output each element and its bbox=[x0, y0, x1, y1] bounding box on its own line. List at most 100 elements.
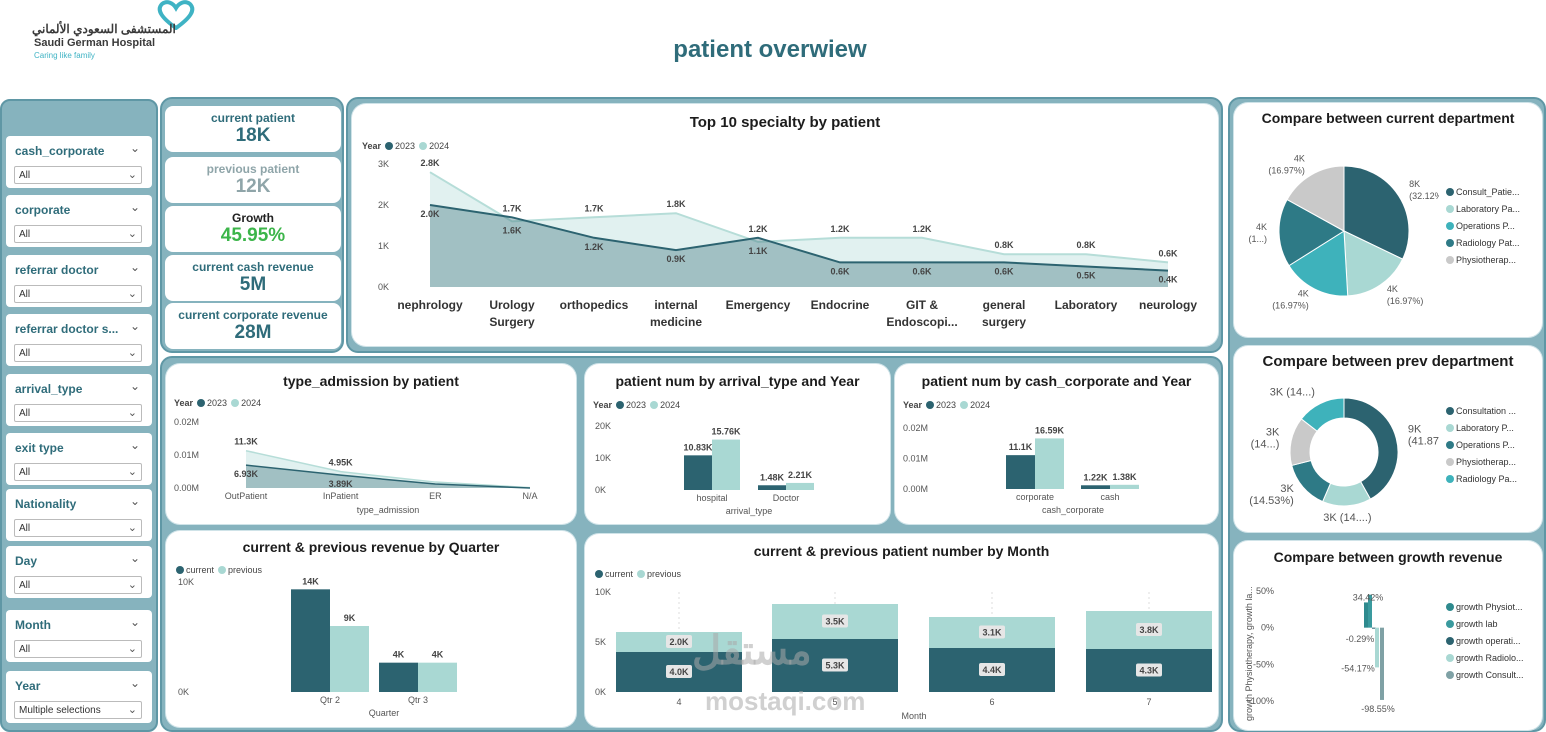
filter-referrar-doctor-s-[interactable]: referrar doctor s... ⌄ All ⌄ bbox=[6, 314, 152, 366]
chevron-down-icon[interactable]: ⌄ bbox=[129, 494, 140, 508]
filter-arrival-type[interactable]: arrival_type ⌄ All ⌄ bbox=[6, 374, 152, 426]
filter-dropdown[interactable]: All ⌄ bbox=[14, 404, 142, 422]
filter-dropdown[interactable]: All ⌄ bbox=[14, 640, 142, 658]
filter-dropdown[interactable]: All ⌄ bbox=[14, 225, 142, 243]
chevron-down-icon[interactable]: ⌄ bbox=[129, 141, 140, 155]
kpi-label: previous patient bbox=[206, 162, 300, 176]
bar-previous[interactable] bbox=[418, 662, 457, 692]
filter-dropdown[interactable]: All ⌄ bbox=[14, 344, 142, 362]
x-tick-label: corporate bbox=[1016, 492, 1054, 502]
area-2024 bbox=[246, 450, 530, 488]
chevron-down-icon[interactable]: ⌄ bbox=[129, 676, 140, 690]
filter-dropdown[interactable]: All ⌄ bbox=[14, 463, 142, 481]
data-label: 11.1K bbox=[1009, 442, 1033, 452]
filter-cash-corporate[interactable]: cash_corporate ⌄ All ⌄ bbox=[6, 136, 152, 188]
pie-slice[interactable] bbox=[1343, 230, 1404, 297]
filter-day[interactable]: Day ⌄ All ⌄ bbox=[6, 546, 152, 598]
legend-item[interactable]: Laboratory Pa... bbox=[1446, 204, 1520, 214]
x-tick-label: 7 bbox=[1146, 697, 1151, 707]
legend-item[interactable]: Operations P... bbox=[1446, 440, 1517, 450]
admission-card: type_admission by patient Year 2023 2024 0… bbox=[166, 364, 576, 524]
bar-2024[interactable] bbox=[1110, 484, 1139, 489]
data-label: 1.2K bbox=[912, 224, 932, 234]
slice-label: (16.97%) bbox=[1387, 296, 1424, 306]
bar-2024[interactable] bbox=[712, 439, 740, 490]
bar-previous[interactable] bbox=[330, 626, 369, 692]
bar-current[interactable] bbox=[291, 589, 330, 692]
filter-year[interactable]: Year ⌄ Multiple selections ⌄ bbox=[6, 671, 152, 723]
bar-2023[interactable] bbox=[1006, 455, 1035, 489]
growth-card: Compare between growth revenue 50% 0% -50%… bbox=[1234, 541, 1542, 730]
chevron-down-icon[interactable]: ⌄ bbox=[129, 260, 140, 274]
slice-label: 3K (14...) bbox=[1270, 387, 1315, 399]
chevron-down-icon[interactable]: ⌄ bbox=[129, 615, 140, 629]
legend-item[interactable]: Consult_Patie... bbox=[1446, 187, 1520, 197]
chevron-down-icon[interactable]: ⌄ bbox=[129, 379, 140, 393]
legend-swatch bbox=[1446, 188, 1454, 196]
filter-dropdown[interactable]: All ⌄ bbox=[14, 285, 142, 303]
bar-2023[interactable] bbox=[1081, 485, 1110, 489]
legend-item[interactable]: growth Consult... bbox=[1446, 670, 1524, 680]
legend-item[interactable]: growth operati... bbox=[1446, 636, 1524, 646]
legend-item[interactable]: Physiotherap... bbox=[1446, 255, 1520, 265]
legend-swatch bbox=[1446, 620, 1454, 628]
legend-item[interactable]: growth lab bbox=[1446, 619, 1524, 629]
filter-dropdown[interactable]: All ⌄ bbox=[14, 166, 142, 184]
filter-dropdown[interactable]: All ⌄ bbox=[14, 576, 142, 594]
legend-item[interactable]: growth Radiolo... bbox=[1446, 653, 1524, 663]
pie-slice[interactable] bbox=[1343, 397, 1399, 500]
filter-value: All bbox=[19, 580, 31, 591]
data-label: 1.6K bbox=[502, 225, 522, 235]
data-label: 1.38K bbox=[1112, 472, 1137, 482]
x-tick-label: Urology bbox=[489, 298, 535, 312]
filter-exit-type[interactable]: exit type ⌄ All ⌄ bbox=[6, 433, 152, 485]
y-tick-label: -100% bbox=[1248, 696, 1274, 706]
bar-growth operati...[interactable] bbox=[1372, 627, 1376, 629]
bar-2024[interactable] bbox=[786, 482, 814, 490]
arrival-chart: 0K 10K 20K 10.83K 15.76K hospital 1.48K 2.21K Do… bbox=[595, 421, 814, 516]
pie-slice[interactable] bbox=[1288, 230, 1349, 297]
bar-growth Radiolo...[interactable] bbox=[1375, 627, 1379, 668]
x-tick-label: 5 bbox=[832, 697, 837, 707]
legend-item[interactable]: Consultation ... bbox=[1446, 406, 1517, 416]
pie-slice[interactable] bbox=[1343, 165, 1410, 260]
filter-month[interactable]: Month ⌄ All ⌄ bbox=[6, 610, 152, 662]
bar-growth Physiot...[interactable] bbox=[1364, 602, 1368, 628]
chevron-down-icon[interactable]: ⌄ bbox=[129, 319, 140, 333]
bar-2023[interactable] bbox=[684, 455, 712, 490]
bar-2024[interactable] bbox=[1035, 438, 1064, 489]
data-label: 6.93K bbox=[234, 469, 259, 479]
filter-corporate[interactable]: corporate ⌄ All ⌄ bbox=[6, 195, 152, 247]
legend-item[interactable]: Radiology Pa... bbox=[1446, 474, 1517, 484]
chevron-down-icon: ⌄ bbox=[127, 169, 137, 181]
bar-current[interactable] bbox=[379, 662, 418, 692]
x-tick-label: Doctor bbox=[773, 493, 800, 503]
legend-item[interactable]: Laboratory P... bbox=[1446, 423, 1517, 433]
x-axis-title: arrival_type bbox=[726, 506, 773, 516]
pie-slice[interactable] bbox=[1278, 198, 1345, 267]
curdept-legend: Consult_Patie... Laboratory Pa... Operatio… bbox=[1446, 187, 1520, 272]
filter-referrar-doctor[interactable]: referrar doctor ⌄ All ⌄ bbox=[6, 255, 152, 307]
pie-slice[interactable] bbox=[1291, 459, 1332, 503]
filter-dropdown[interactable]: Multiple selections ⌄ bbox=[14, 701, 142, 719]
legend-item[interactable]: growth Physiot... bbox=[1446, 602, 1524, 612]
chevron-down-icon[interactable]: ⌄ bbox=[129, 200, 140, 214]
filter-value: Multiple selections bbox=[19, 705, 101, 716]
legend-item[interactable]: Physiotherap... bbox=[1446, 457, 1517, 467]
filter-nationality[interactable]: Nationality ⌄ All ⌄ bbox=[6, 489, 152, 541]
x-tick-label: surgery bbox=[982, 315, 1026, 329]
prevdept-title: Compare between prev department bbox=[1262, 353, 1514, 370]
filter-dropdown[interactable]: All ⌄ bbox=[14, 519, 142, 537]
legend-item[interactable]: Radiology Pat... bbox=[1446, 238, 1520, 248]
chevron-down-icon[interactable]: ⌄ bbox=[129, 551, 140, 565]
data-label: 1.2K bbox=[748, 224, 768, 234]
chevron-down-icon[interactable]: ⌄ bbox=[129, 438, 140, 452]
bar-growth Consult...[interactable] bbox=[1380, 627, 1384, 700]
legend-swatch bbox=[1446, 222, 1454, 230]
bar-growth lab[interactable] bbox=[1368, 594, 1372, 628]
pie-slice[interactable] bbox=[1286, 165, 1345, 232]
legend-item[interactable]: Operations P... bbox=[1446, 221, 1520, 231]
bar-2023[interactable] bbox=[758, 485, 786, 490]
top10-card: Top 10 specialty by patient Year 2023 2024… bbox=[352, 104, 1218, 346]
pie-slice[interactable] bbox=[1300, 397, 1345, 432]
